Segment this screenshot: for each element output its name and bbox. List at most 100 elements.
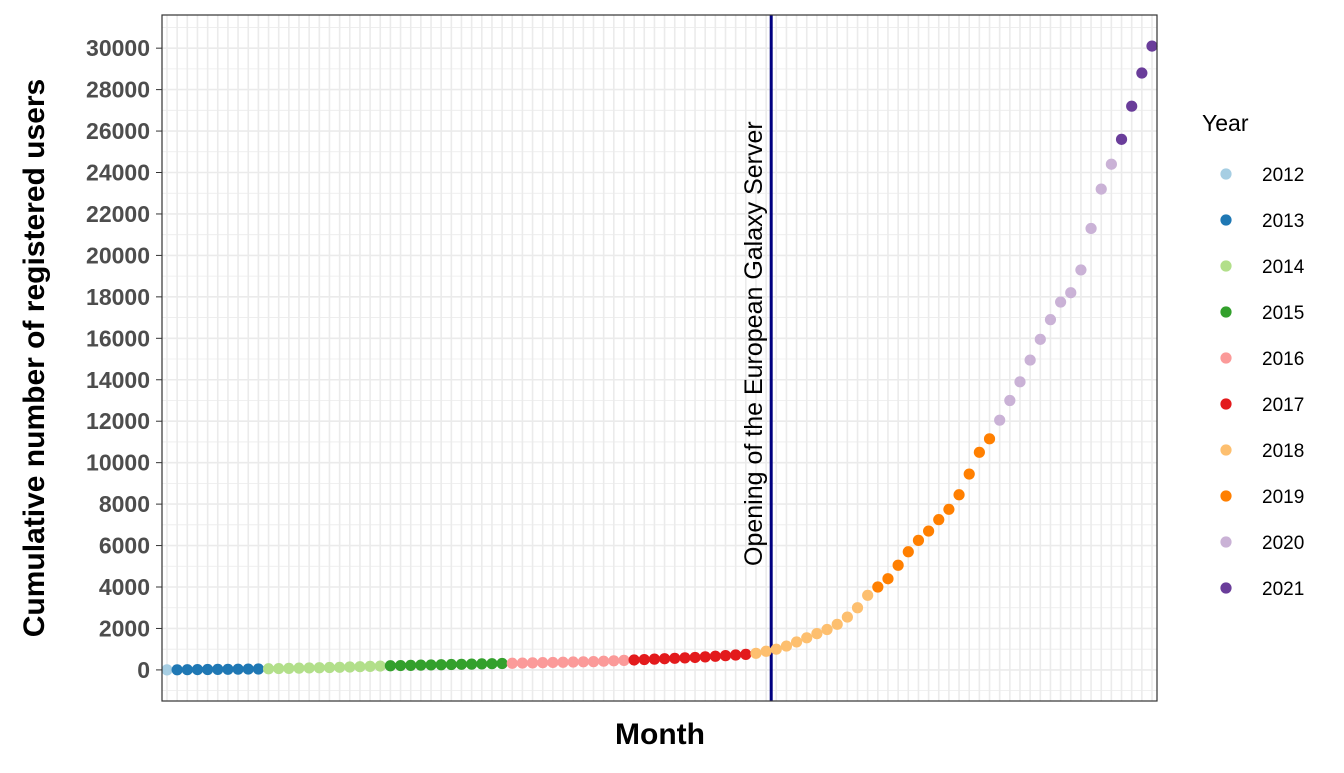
legend-label-2015: 2015	[1262, 303, 1304, 324]
legend-key-2015	[1220, 306, 1232, 318]
data-point-2019	[953, 489, 965, 501]
legend-key-2021	[1220, 582, 1232, 594]
data-point-2016	[547, 656, 559, 669]
legend-key-2012	[1220, 168, 1232, 180]
data-point-2019	[912, 534, 925, 546]
data-point-2017	[638, 653, 650, 666]
data-point-2017	[740, 648, 752, 660]
data-point-2013	[212, 663, 224, 675]
data-point-2019	[902, 546, 914, 558]
legend-label-2014: 2014	[1262, 257, 1305, 278]
legend: Year 2012 2013 2014 2015 2016 2017 2018 2019 202…	[1202, 110, 1305, 600]
y-tick-label: 22000	[86, 201, 150, 227]
data-point-2015	[486, 658, 498, 670]
legend-label-2018: 2018	[1262, 441, 1304, 462]
data-point-2015	[445, 658, 457, 671]
y-tick-label: 10000	[86, 450, 150, 476]
data-point-2020	[1075, 264, 1087, 276]
legend-key-2018	[1220, 444, 1232, 456]
annotation-label: Opening of the European Galaxy Server	[740, 121, 768, 566]
legend-key-2014	[1220, 260, 1232, 272]
y-tick-label: 26000	[86, 118, 150, 144]
data-point-2018	[801, 632, 813, 644]
data-point-2019	[943, 503, 955, 515]
data-point-2015	[435, 659, 447, 671]
data-point-2014	[354, 661, 366, 673]
data-point-2019	[892, 559, 904, 571]
data-point-2018	[831, 618, 843, 630]
data-point-2018	[780, 640, 793, 652]
legend-label-2013: 2013	[1262, 211, 1304, 232]
legend-key-2016	[1220, 352, 1232, 364]
data-point-2018	[821, 623, 833, 636]
data-point-2019	[882, 573, 894, 585]
data-point-2019	[963, 468, 975, 480]
legend-key-2020	[1220, 536, 1232, 548]
data-point-2018	[841, 611, 853, 623]
data-point-2014	[344, 661, 356, 673]
data-point-2016	[557, 656, 569, 668]
data-point-2017	[679, 652, 691, 664]
x-axis-title: Month	[615, 718, 705, 751]
data-point-2015	[466, 658, 478, 670]
data-point-2016	[618, 654, 630, 666]
legend-label-2012: 2012	[1262, 165, 1304, 186]
data-point-2013	[202, 663, 214, 676]
data-point-2015	[394, 659, 407, 672]
y-tick-label: 28000	[86, 77, 150, 103]
y-tick-label: 2000	[99, 615, 150, 641]
y-tick-label: 24000	[86, 160, 150, 186]
data-point-2013	[252, 663, 264, 675]
legend-label-2017: 2017	[1262, 395, 1304, 416]
data-point-2020	[1014, 376, 1026, 388]
y-tick-label: 14000	[86, 367, 150, 393]
data-point-2015	[415, 659, 427, 671]
data-point-2014	[374, 660, 386, 672]
data-point-2017	[658, 653, 671, 665]
data-point-2018	[790, 636, 803, 648]
data-point-2013	[232, 663, 244, 675]
data-point-2021	[1136, 67, 1148, 79]
grid-layer	[162, 15, 1157, 701]
data-point-2016	[567, 656, 579, 668]
data-point-2020	[1034, 333, 1046, 345]
data-point-2017	[709, 650, 721, 662]
data-point-2013	[242, 663, 254, 675]
y-tick-label: 18000	[86, 284, 150, 310]
data-point-2016	[598, 655, 610, 667]
data-point-2018	[750, 647, 762, 659]
plot-panel-border	[161, 14, 1158, 702]
data-point-2020	[1024, 354, 1036, 366]
data-point-2020	[994, 414, 1006, 426]
annotation-layer: Opening of the European Galaxy Server	[740, 15, 773, 701]
data-point-2015	[405, 659, 417, 671]
data-point-2021	[1146, 40, 1158, 52]
data-point-2016	[577, 656, 589, 668]
y-tick-label: 6000	[99, 533, 150, 559]
data-point-2020	[1105, 158, 1117, 170]
data-point-2018	[862, 589, 874, 601]
data-point-2014	[323, 661, 336, 674]
data-point-2018	[760, 645, 772, 657]
data-point-2017	[628, 654, 640, 666]
data-point-2014	[262, 663, 275, 675]
y-tick-label: 12000	[86, 408, 150, 434]
data-point-2019	[933, 514, 945, 526]
y-tick-layer: 0 2000 4000 6000 8000 10000 12000 14000 16000 180…	[86, 35, 162, 683]
data-point-2021	[1115, 133, 1128, 145]
data-point-2020	[1055, 296, 1067, 308]
data-point-2018	[851, 602, 864, 614]
legend-key-2017	[1220, 398, 1232, 410]
data-point-2016	[506, 657, 518, 669]
data-point-2014	[313, 662, 325, 674]
legend-label-2016: 2016	[1262, 349, 1304, 370]
data-point-2013	[181, 664, 193, 676]
legend-label-2020: 2020	[1262, 533, 1304, 554]
legend-title: Year	[1202, 110, 1249, 136]
legend-label-2019: 2019	[1262, 487, 1304, 508]
data-point-2012	[161, 664, 173, 676]
data-point-2020	[1065, 287, 1077, 299]
points-layer	[161, 40, 1158, 676]
data-point-2019	[983, 433, 996, 445]
